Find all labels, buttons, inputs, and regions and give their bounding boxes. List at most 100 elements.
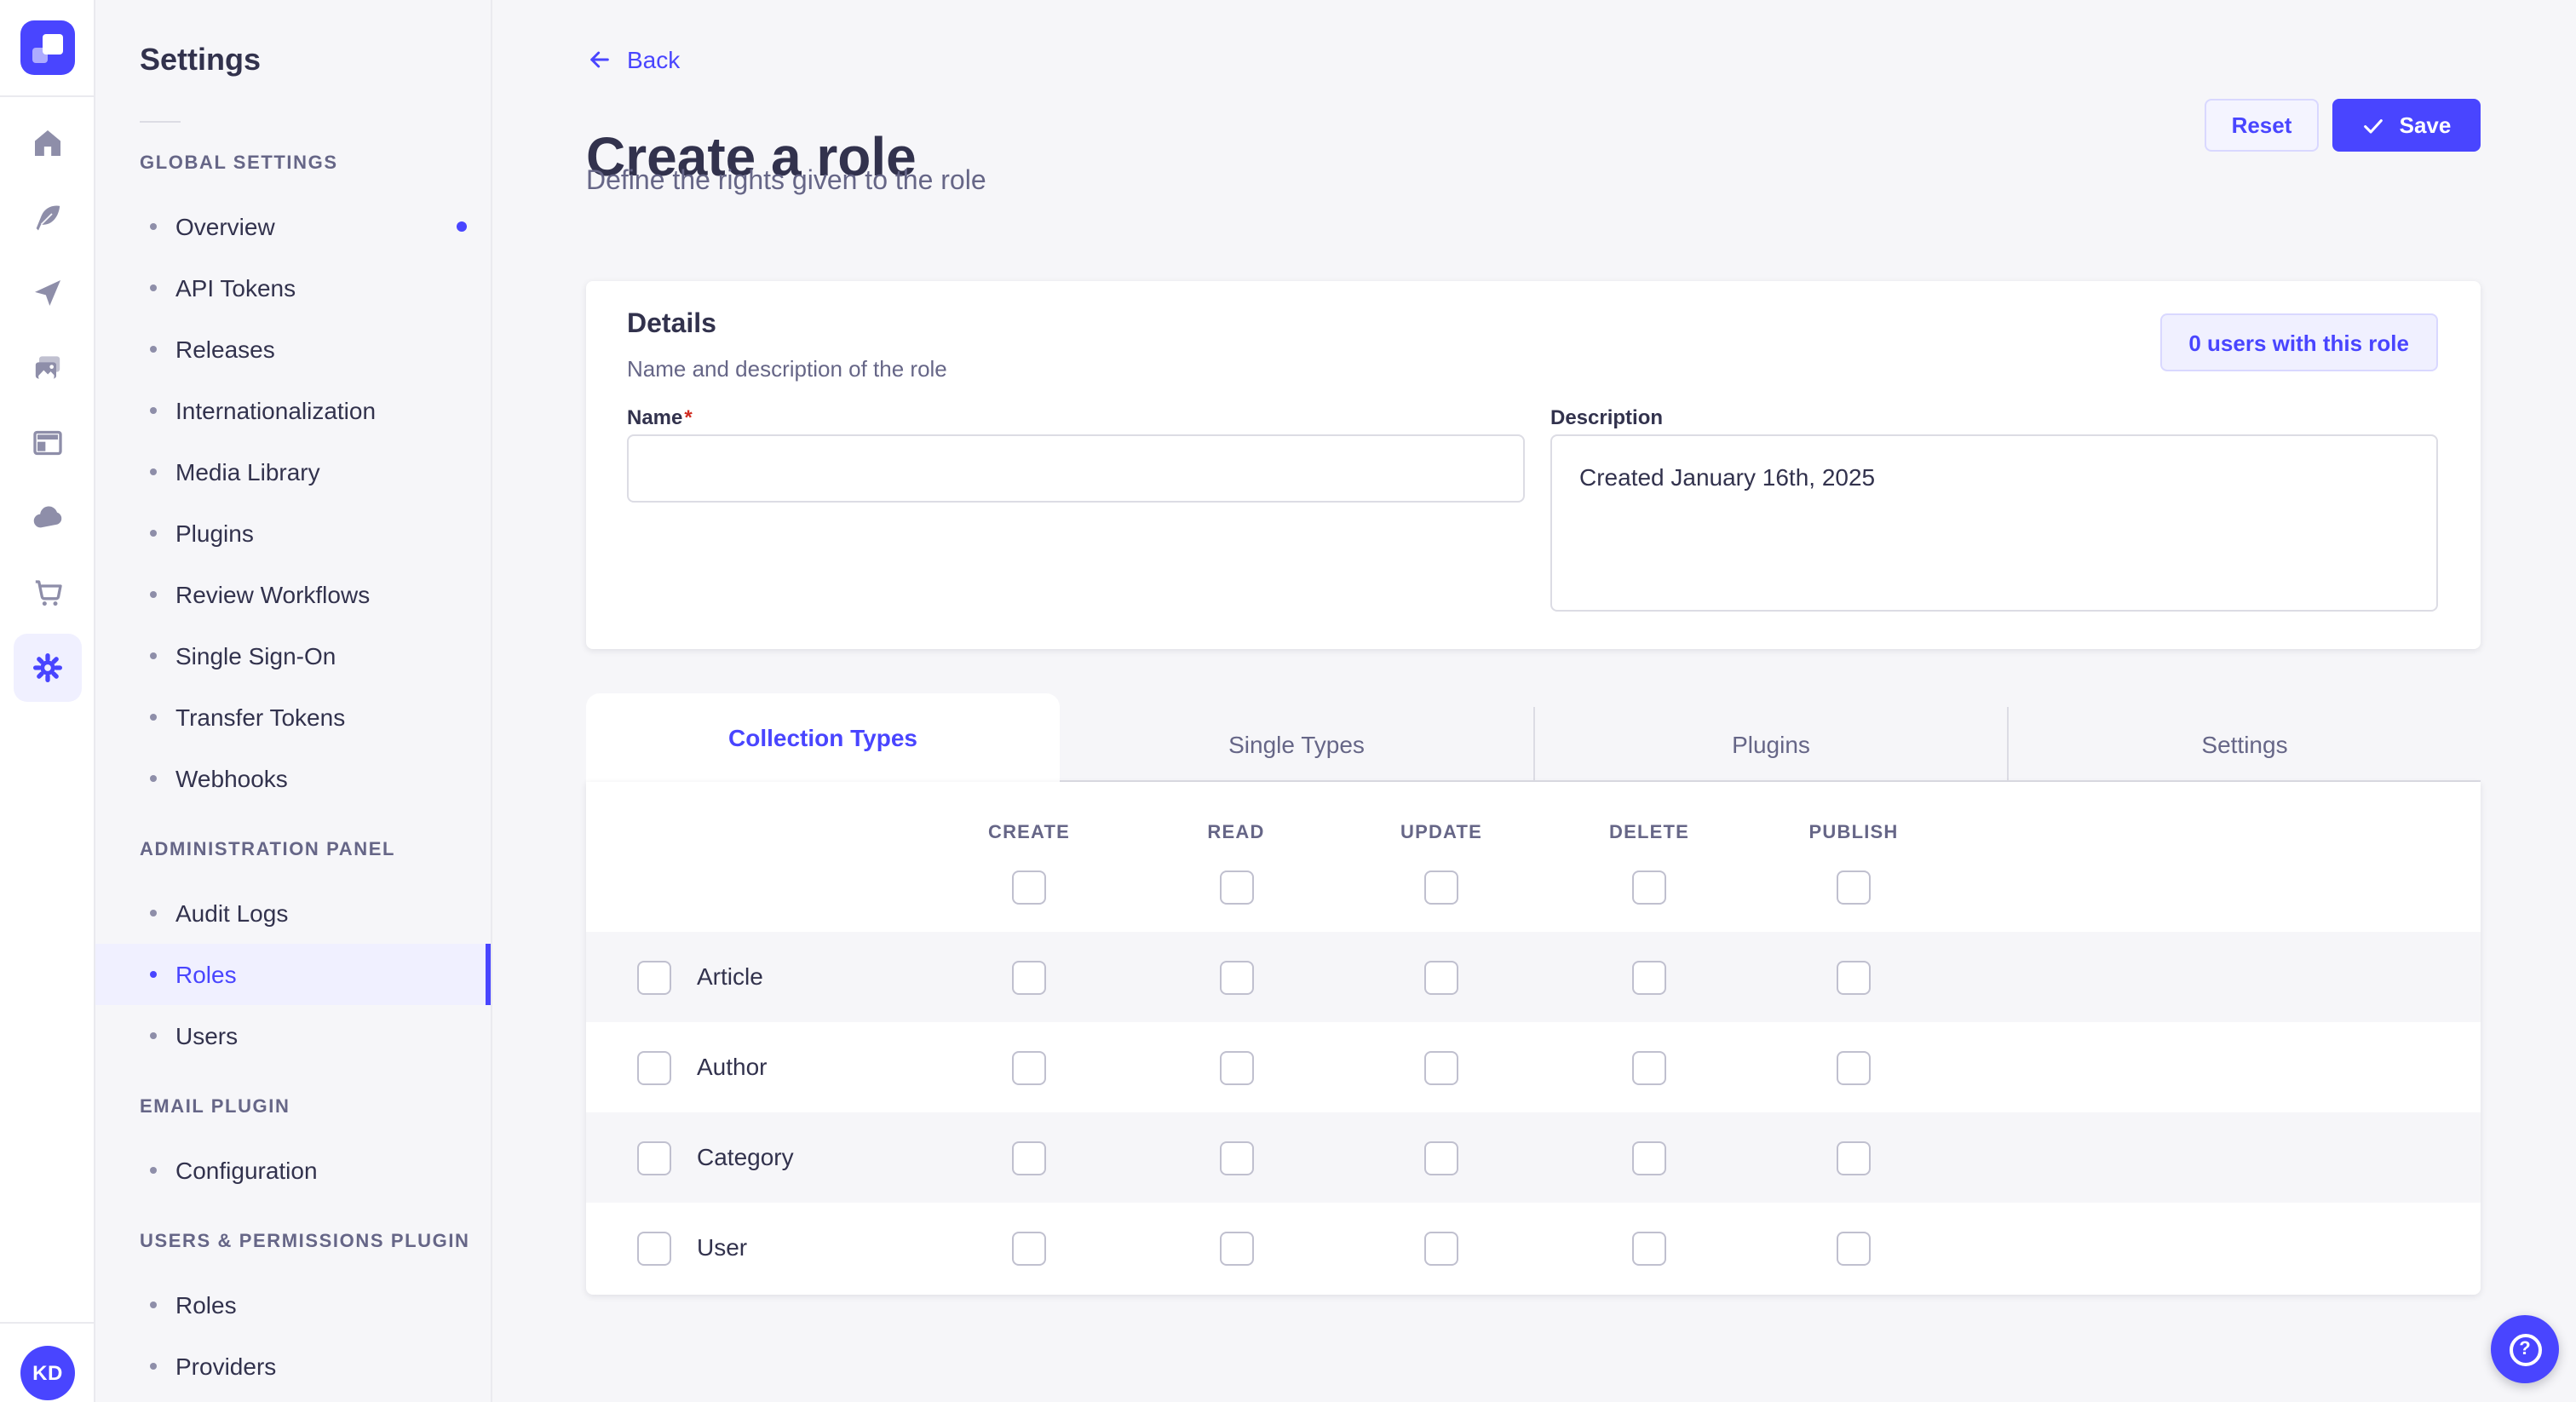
select-row-checkbox[interactable] bbox=[636, 1141, 670, 1175]
subnav-item-roles[interactable]: Roles bbox=[95, 944, 491, 1005]
bullet-icon bbox=[150, 1167, 157, 1174]
rail-button-send[interactable] bbox=[14, 259, 82, 327]
help-icon: ? bbox=[2509, 1333, 2541, 1365]
permission-checkbox-article-delete[interactable] bbox=[1632, 960, 1666, 994]
permission-checkbox-author-create[interactable] bbox=[1012, 1050, 1046, 1084]
description-field[interactable]: Created January 16th, 2025 bbox=[1550, 434, 2438, 612]
subnav-item-api-tokens[interactable]: API Tokens bbox=[95, 257, 491, 319]
bullet-icon bbox=[150, 775, 157, 782]
permission-checkbox-category-delete[interactable] bbox=[1632, 1141, 1666, 1175]
help-button[interactable]: ? bbox=[2491, 1315, 2559, 1383]
rail-button-feather[interactable] bbox=[14, 184, 82, 252]
select-row-checkbox[interactable] bbox=[636, 960, 670, 994]
bullet-icon bbox=[150, 971, 157, 978]
main-content: Back Create a role Define the rights giv… bbox=[492, 0, 2576, 1402]
bullet-icon bbox=[150, 910, 157, 916]
name-label: Name * bbox=[627, 405, 693, 429]
subnav-item-overview[interactable]: Overview bbox=[95, 196, 491, 257]
permission-checkbox-category-publish[interactable] bbox=[1837, 1141, 1871, 1175]
strapi-logo-icon[interactable] bbox=[20, 20, 75, 75]
select-row-checkbox[interactable] bbox=[636, 1050, 670, 1084]
permissions-table: CREATE READ UPDATE DELETE PUBLISH Article Aut… bbox=[586, 782, 2481, 1295]
permission-checkbox-user-read[interactable] bbox=[1219, 1231, 1253, 1265]
select-all-delete-checkbox[interactable] bbox=[1632, 871, 1666, 905]
row-label: Article bbox=[697, 962, 763, 990]
home-icon bbox=[35, 130, 60, 156]
permission-checkbox-user-delete[interactable] bbox=[1632, 1231, 1666, 1265]
name-field[interactable] bbox=[627, 434, 1525, 503]
permission-checkbox-user-create[interactable] bbox=[1012, 1231, 1046, 1265]
subnav-item-transfer-tokens[interactable]: Transfer Tokens bbox=[95, 687, 491, 748]
media-icon bbox=[35, 356, 60, 379]
details-card: Details Name and description of the role… bbox=[586, 281, 2481, 649]
subnav-item-users[interactable]: Users bbox=[95, 1005, 491, 1066]
rail-button-layout[interactable] bbox=[14, 409, 82, 477]
rail-button-cart[interactable] bbox=[14, 559, 82, 627]
permission-checkbox-author-read[interactable] bbox=[1219, 1050, 1253, 1084]
permission-checkbox-author-publish[interactable] bbox=[1837, 1050, 1871, 1084]
notification-dot-icon bbox=[457, 221, 467, 232]
permission-checkbox-author-delete[interactable] bbox=[1632, 1050, 1666, 1084]
permission-checkbox-article-update[interactable] bbox=[1424, 960, 1458, 994]
subnav-item-roles[interactable]: Roles bbox=[95, 1274, 491, 1336]
details-card-subtitle: Name and description of the role bbox=[627, 356, 947, 382]
cart-icon bbox=[35, 580, 62, 606]
rail-button-cloud[interactable] bbox=[14, 484, 82, 552]
subnav-item-media-library[interactable]: Media Library bbox=[95, 441, 491, 503]
tab-collection-types[interactable]: Collection Types bbox=[586, 693, 1060, 782]
subnav-item-releases[interactable]: Releases bbox=[95, 319, 491, 380]
subnav-item-single-sign-on[interactable]: Single Sign-On bbox=[95, 625, 491, 687]
permissions-tabs: Collection Types Single Types Plugins Setti… bbox=[586, 693, 2481, 782]
back-arrow-icon bbox=[590, 51, 609, 68]
save-button[interactable]: Save bbox=[2332, 99, 2481, 152]
avatar[interactable]: KD bbox=[20, 1346, 75, 1400]
column-header-publish: PUBLISH bbox=[1808, 823, 1899, 843]
subnav-item-webhooks[interactable]: Webhooks bbox=[95, 748, 491, 809]
permission-checkbox-user-update[interactable] bbox=[1424, 1231, 1458, 1265]
permission-checkbox-category-read[interactable] bbox=[1219, 1141, 1253, 1175]
bullet-icon bbox=[150, 530, 157, 537]
users-with-role-button[interactable]: 0 users with this role bbox=[2159, 313, 2438, 371]
permission-checkbox-article-create[interactable] bbox=[1012, 960, 1046, 994]
tab-settings[interactable]: Settings bbox=[2007, 707, 2481, 782]
details-card-title: Details bbox=[627, 310, 716, 339]
tab-single-types[interactable]: Single Types bbox=[1060, 707, 1533, 782]
rail-button-gear[interactable] bbox=[14, 634, 82, 702]
tab-plugins[interactable]: Plugins bbox=[1533, 707, 2007, 782]
permission-checkbox-category-create[interactable] bbox=[1012, 1141, 1046, 1175]
bullet-icon bbox=[150, 652, 157, 659]
permission-checkbox-user-publish[interactable] bbox=[1837, 1231, 1871, 1265]
select-all-read-checkbox[interactable] bbox=[1219, 871, 1253, 905]
reset-button[interactable]: Reset bbox=[2205, 99, 2319, 152]
table-row-user: User bbox=[586, 1203, 2481, 1293]
row-label: Category bbox=[697, 1143, 794, 1170]
permission-checkbox-article-publish[interactable] bbox=[1837, 960, 1871, 994]
subnav-item-internationalization[interactable]: Internationalization bbox=[95, 380, 491, 441]
rail-button-media[interactable] bbox=[14, 334, 82, 402]
bullet-icon bbox=[150, 1363, 157, 1370]
subnav-item-review-workflows[interactable]: Review Workflows bbox=[95, 564, 491, 625]
permission-checkbox-category-update[interactable] bbox=[1424, 1141, 1458, 1175]
permissions-card: Collection Types Single Types Plugins Setti… bbox=[586, 693, 2481, 1295]
row-label: User bbox=[697, 1233, 748, 1261]
subnav-item-audit-logs[interactable]: Audit Logs bbox=[95, 882, 491, 944]
back-link[interactable]: Back bbox=[586, 46, 680, 73]
feather-icon bbox=[36, 205, 60, 231]
select-all-create-checkbox[interactable] bbox=[1012, 871, 1046, 905]
select-all-publish-checkbox[interactable] bbox=[1837, 871, 1871, 905]
permission-checkbox-article-read[interactable] bbox=[1219, 960, 1253, 994]
select-row-checkbox[interactable] bbox=[636, 1231, 670, 1265]
subnav-item-configuration[interactable]: Configuration bbox=[95, 1140, 491, 1201]
column-header-read: READ bbox=[1207, 823, 1265, 843]
divider bbox=[0, 95, 95, 97]
bullet-icon bbox=[150, 407, 157, 414]
table-row-category: Category bbox=[586, 1112, 2481, 1203]
select-all-update-checkbox[interactable] bbox=[1424, 871, 1458, 905]
permission-checkbox-author-update[interactable] bbox=[1424, 1050, 1458, 1084]
subnav-item-plugins[interactable]: Plugins bbox=[95, 503, 491, 564]
subnav-item-providers[interactable]: Providers bbox=[95, 1336, 491, 1397]
rail-button-home[interactable] bbox=[14, 109, 82, 177]
bullet-icon bbox=[150, 346, 157, 353]
divider bbox=[140, 121, 181, 123]
